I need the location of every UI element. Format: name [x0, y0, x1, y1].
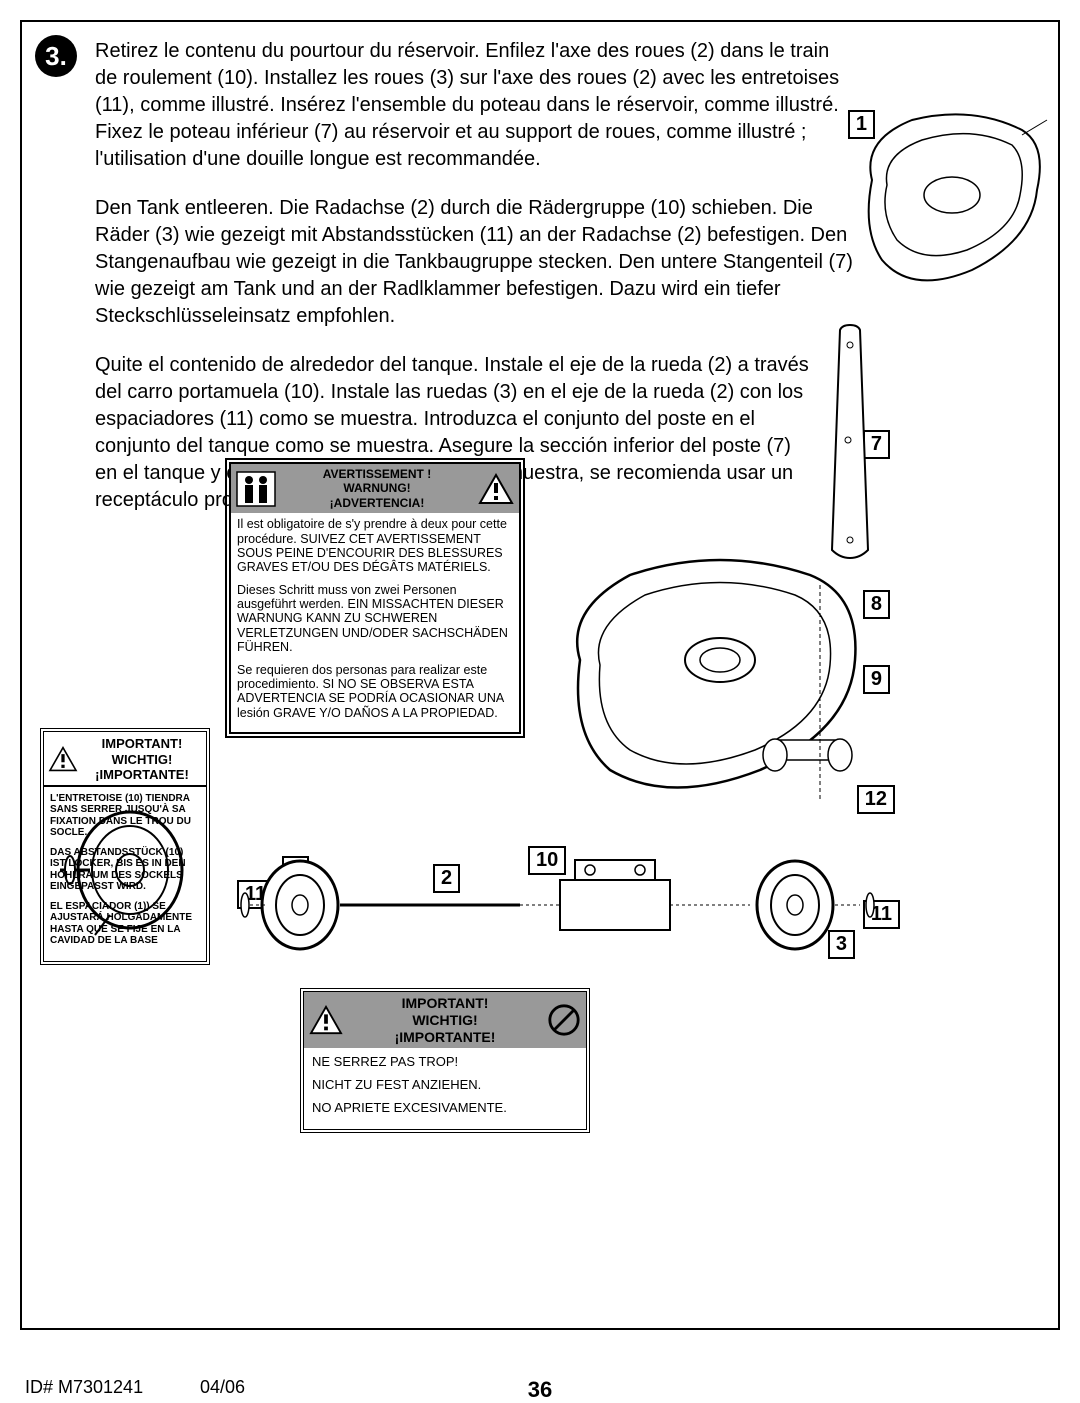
important-bottom-header: IMPORTANT! WICHTIG! ¡IMPORTANTE!	[304, 992, 586, 1048]
warning-triangle-icon	[478, 473, 514, 505]
warning-header-text: AVERTISSEMENT ! WARNUNG! ¡ADVERTENCIA!	[280, 467, 474, 510]
footer-id: ID# M7301241	[25, 1377, 143, 1398]
important-left-body: L'ENTRETOISE (10) TIENDRA SANS SERRER JU…	[44, 785, 206, 961]
important-bottom-header-text: IMPORTANT! WICHTIG! ¡IMPORTANTE!	[349, 995, 541, 1045]
footer-page-number: 36	[528, 1377, 552, 1403]
instruction-de: Den Tank entleeren. Die Radachse (2) dur…	[95, 195, 855, 330]
tank-top-diagram	[852, 100, 1052, 300]
two-people-icon	[236, 471, 276, 507]
warning-triangle-icon	[309, 1005, 343, 1035]
important-bottom-de: NICHT ZU FEST ANZIEHEN.	[312, 1077, 578, 1092]
important-left-header: IMPORTANT! WICHTIG! ¡IMPORTANTE!	[44, 732, 206, 785]
step-number: 3.	[45, 41, 67, 72]
step-number-badge: 3.	[35, 35, 77, 77]
important-bottom-body: NE SERREZ PAS TROP! NICHT ZU FEST ANZIEH…	[304, 1048, 586, 1129]
important-bottom-box: IMPORTANT! WICHTIG! ¡IMPORTANTE! NE SERR…	[300, 988, 590, 1133]
footer-date: 04/06	[200, 1377, 245, 1398]
important-bottom-es: NO APRIETE EXCESIVAMENTE.	[312, 1100, 578, 1115]
important-left-fr: L'ENTRETOISE (10) TIENDRA SANS SERRER JU…	[50, 793, 200, 839]
important-left-header-text: IMPORTANT! WICHTIG! ¡IMPORTANTE!	[82, 736, 202, 783]
important-left-es: EL ESPACIADOR (1)) SE AJUSTARÁ HOLGADAME…	[50, 901, 200, 947]
warning-de: Dieses Schritt muss von zwei Personen au…	[237, 583, 513, 655]
axle-assembly-diagram	[230, 830, 890, 980]
tank-assembly-diagram	[560, 540, 870, 810]
instruction-fr: Retirez le contenu du pourtour du réserv…	[95, 38, 855, 173]
pole-diagram	[800, 320, 900, 560]
warning-box: AVERTISSEMENT ! WARNUNG! ¡ADVERTENCIA! I…	[225, 458, 525, 738]
important-left-de: DAS ABSTANDSSTÜCK (10) IST LOCKER, BIS E…	[50, 847, 200, 893]
warning-es: Se requieren dos personas para realizar …	[237, 663, 513, 721]
prohibit-icon	[547, 1003, 581, 1037]
warning-header: AVERTISSEMENT ! WARNUNG! ¡ADVERTENCIA!	[231, 464, 519, 513]
important-left-box: IMPORTANT! WICHTIG! ¡IMPORTANTE! L'ENTRE…	[40, 728, 210, 965]
warning-fr: Il est obligatoire de s'y prendre à deux…	[237, 517, 513, 575]
warning-body: Il est obligatoire de s'y prendre à deux…	[231, 513, 519, 732]
important-bottom-fr: NE SERREZ PAS TROP!	[312, 1054, 578, 1069]
warning-triangle-icon	[48, 746, 78, 772]
